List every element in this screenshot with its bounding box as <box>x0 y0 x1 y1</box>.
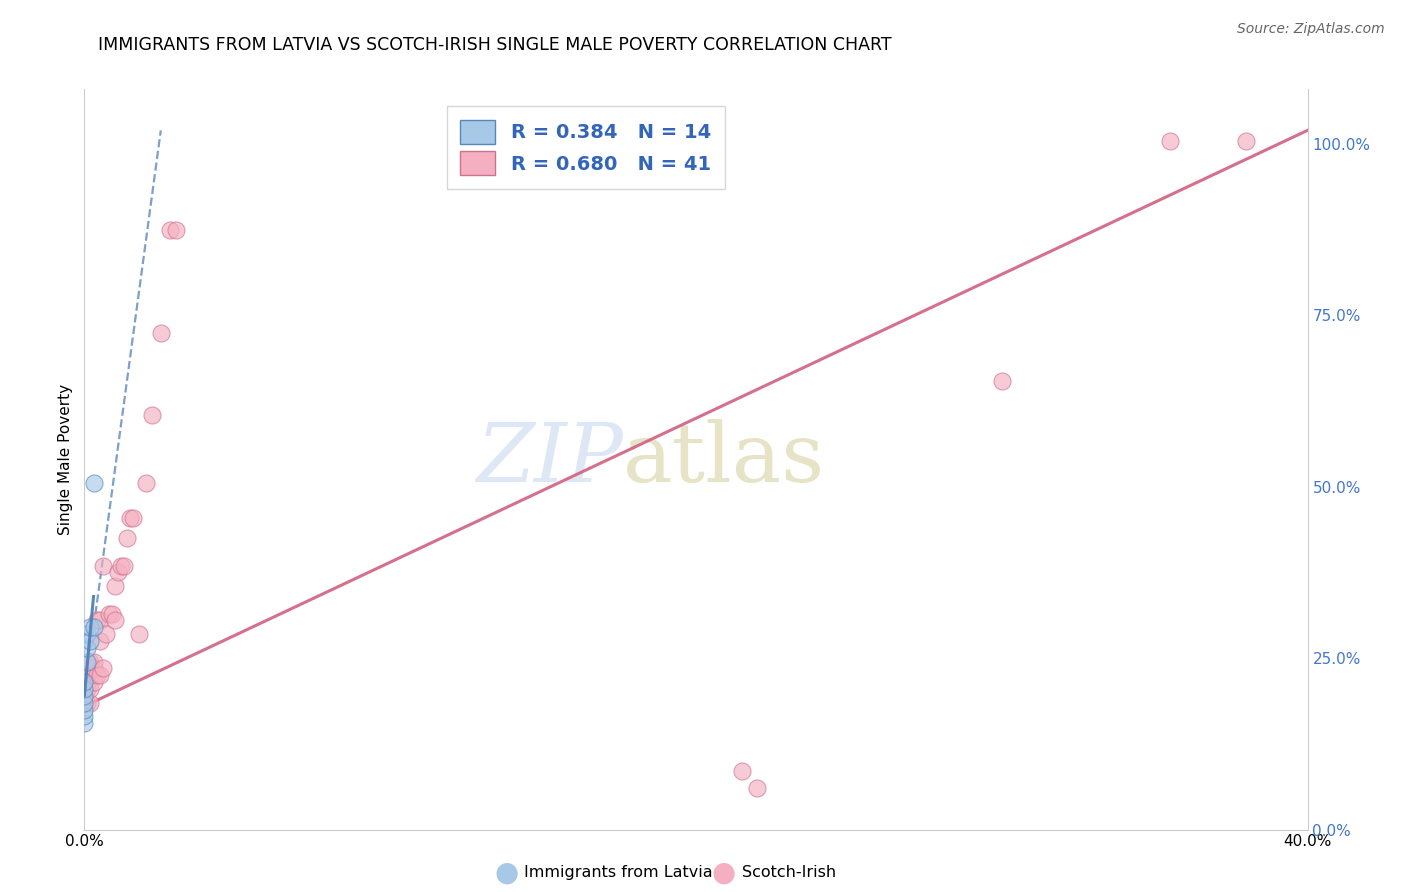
Point <box>76 627 98 641</box>
Point <box>73 689 96 703</box>
Point <box>107 566 129 580</box>
Point <box>149 326 172 340</box>
Point <box>101 607 124 621</box>
Text: Immigrants from Latvia: Immigrants from Latvia <box>524 865 713 880</box>
Point <box>86 668 108 682</box>
Point <box>112 558 135 573</box>
Point <box>79 634 101 648</box>
Point <box>94 627 117 641</box>
Point <box>120 510 142 524</box>
Point <box>76 681 98 696</box>
Point <box>1236 134 1258 148</box>
Point <box>97 607 120 621</box>
Point <box>110 558 132 573</box>
Point <box>89 614 111 628</box>
Point <box>73 681 96 696</box>
Point <box>89 668 111 682</box>
Text: Scotch-Irish: Scotch-Irish <box>742 865 837 880</box>
Point <box>141 408 163 422</box>
Point <box>159 223 181 237</box>
Point <box>76 640 98 655</box>
Text: ●: ● <box>711 858 737 887</box>
Point <box>73 709 96 723</box>
Point <box>76 655 98 669</box>
Point <box>79 668 101 682</box>
Point <box>91 558 114 573</box>
Point <box>76 696 98 710</box>
Text: atlas: atlas <box>623 419 825 500</box>
Point <box>104 579 127 593</box>
Y-axis label: Single Male Poverty: Single Male Poverty <box>58 384 73 535</box>
Point <box>73 681 96 696</box>
Point <box>747 781 769 796</box>
Point <box>83 655 105 669</box>
Point <box>83 661 105 675</box>
Point <box>104 614 127 628</box>
Point <box>83 675 105 690</box>
Point <box>83 620 105 634</box>
Point <box>86 614 108 628</box>
Point <box>1159 134 1181 148</box>
Point <box>73 703 96 717</box>
Point <box>128 627 150 641</box>
Point <box>79 620 101 634</box>
Text: ●: ● <box>494 858 519 887</box>
Point <box>731 764 754 779</box>
Point <box>79 655 101 669</box>
Point <box>79 696 101 710</box>
Text: IMMIGRANTS FROM LATVIA VS SCOTCH-IRISH SINGLE MALE POVERTY CORRELATION CHART: IMMIGRANTS FROM LATVIA VS SCOTCH-IRISH S… <box>98 36 891 54</box>
Point <box>91 661 114 675</box>
Point <box>79 681 101 696</box>
Point <box>73 696 96 710</box>
Point <box>73 675 96 690</box>
Point <box>115 531 138 545</box>
Point <box>83 476 105 491</box>
Point <box>76 668 98 682</box>
Point <box>73 696 96 710</box>
Point <box>135 476 157 491</box>
Text: ZIP: ZIP <box>475 419 623 500</box>
Text: Source: ZipAtlas.com: Source: ZipAtlas.com <box>1237 22 1385 37</box>
Point <box>122 510 145 524</box>
Legend: R = 0.384   N = 14, R = 0.680   N = 41: R = 0.384 N = 14, R = 0.680 N = 41 <box>447 106 725 189</box>
Point <box>73 716 96 731</box>
Point <box>165 223 187 237</box>
Point <box>89 634 111 648</box>
Point <box>991 374 1014 388</box>
